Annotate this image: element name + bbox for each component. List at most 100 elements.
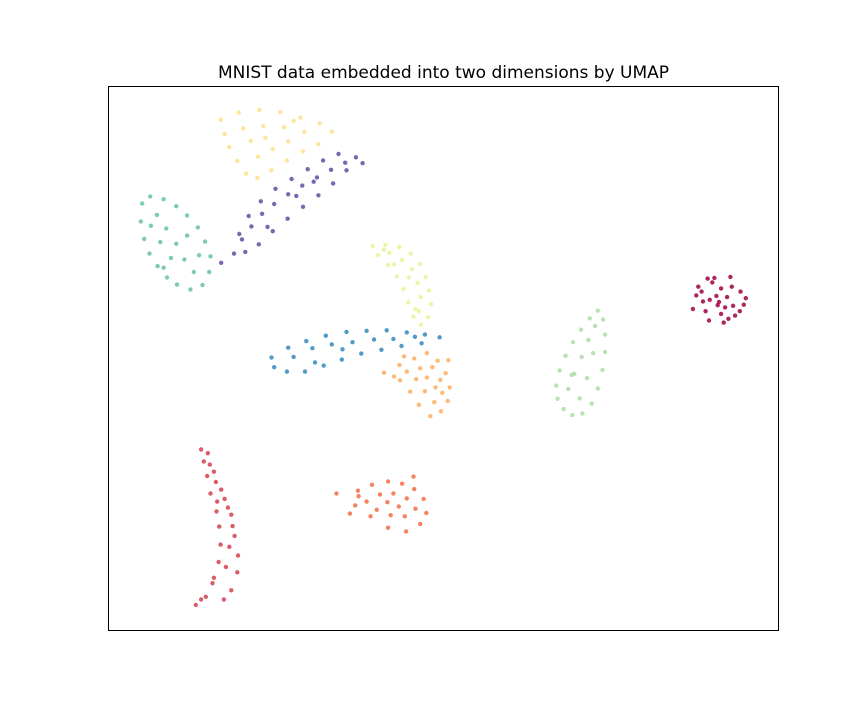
data-point — [418, 366, 423, 371]
data-point — [207, 269, 212, 275]
data-point — [406, 275, 411, 280]
data-point — [414, 377, 419, 382]
data-point — [256, 242, 261, 247]
data-point — [403, 529, 409, 534]
data-point — [428, 301, 434, 307]
data-point — [379, 347, 384, 352]
data-point — [364, 499, 369, 504]
data-point — [161, 265, 166, 270]
data-point — [729, 284, 734, 289]
data-point — [722, 305, 728, 310]
data-point — [561, 406, 566, 412]
data-point — [413, 506, 418, 511]
data-point — [401, 354, 407, 359]
data-point — [259, 211, 265, 216]
data-point — [304, 338, 309, 344]
data-point — [554, 383, 559, 388]
data-point — [690, 306, 696, 312]
data-point — [694, 293, 699, 298]
data-point — [580, 411, 585, 416]
data-point — [413, 306, 418, 312]
data-point — [227, 144, 232, 150]
data-point — [196, 253, 202, 258]
data-point — [432, 399, 437, 405]
data-point — [399, 343, 404, 349]
data-point — [418, 521, 423, 527]
cluster-4 — [218, 107, 334, 181]
data-point — [589, 401, 594, 406]
data-point — [222, 496, 227, 502]
data-point — [243, 171, 249, 176]
data-point — [329, 342, 334, 347]
data-point — [707, 297, 712, 302]
data-point — [570, 412, 575, 418]
data-point — [219, 260, 224, 265]
data-point — [430, 365, 435, 370]
data-point — [408, 389, 413, 394]
data-point — [369, 482, 375, 487]
data-point — [422, 389, 428, 394]
data-point — [360, 161, 365, 166]
data-point — [728, 274, 733, 280]
data-point — [236, 110, 241, 115]
data-point — [316, 193, 321, 198]
data-point — [255, 175, 260, 181]
data-point — [154, 212, 160, 218]
data-point — [246, 213, 251, 219]
data-point — [138, 219, 143, 224]
data-point — [270, 146, 275, 152]
data-point — [600, 367, 605, 373]
cluster-7 — [138, 194, 213, 292]
data-point — [223, 564, 229, 570]
data-point — [730, 303, 736, 308]
data-point — [699, 289, 704, 294]
data-point — [715, 303, 720, 308]
data-point — [237, 231, 242, 237]
data-point — [184, 213, 190, 218]
data-point — [191, 269, 196, 275]
data-point — [269, 355, 274, 360]
data-point — [310, 346, 315, 351]
data-point — [334, 491, 339, 496]
data-point — [718, 286, 724, 291]
data-point — [563, 353, 568, 358]
data-point — [555, 396, 560, 401]
data-point — [200, 282, 205, 288]
data-point — [218, 542, 223, 547]
data-point — [248, 138, 253, 144]
data-point — [249, 224, 254, 229]
data-point — [198, 597, 204, 602]
data-point — [381, 247, 387, 252]
data-point — [140, 201, 145, 206]
data-point — [370, 243, 375, 249]
data-point — [426, 315, 431, 320]
data-point — [188, 287, 193, 292]
data-point — [347, 511, 353, 516]
data-point — [602, 332, 608, 337]
data-point — [443, 371, 448, 376]
cluster-3 — [381, 350, 452, 419]
data-point — [445, 398, 450, 404]
data-point — [235, 570, 240, 575]
data-point — [321, 363, 326, 368]
data-point — [726, 316, 731, 321]
data-point — [343, 160, 348, 165]
data-point — [418, 261, 423, 267]
data-point — [323, 333, 328, 338]
data-point — [440, 390, 445, 395]
data-point — [410, 267, 415, 272]
data-point — [203, 594, 208, 599]
data-point — [438, 409, 444, 414]
data-point — [263, 135, 268, 140]
data-point — [404, 369, 409, 374]
data-point — [396, 504, 401, 509]
data-point — [737, 309, 742, 314]
data-point — [391, 262, 397, 267]
data-point — [265, 224, 270, 230]
data-point — [225, 505, 231, 510]
data-point — [350, 340, 355, 345]
data-point — [712, 275, 717, 281]
data-point — [408, 251, 413, 256]
data-point — [232, 533, 237, 539]
data-point — [374, 507, 379, 512]
